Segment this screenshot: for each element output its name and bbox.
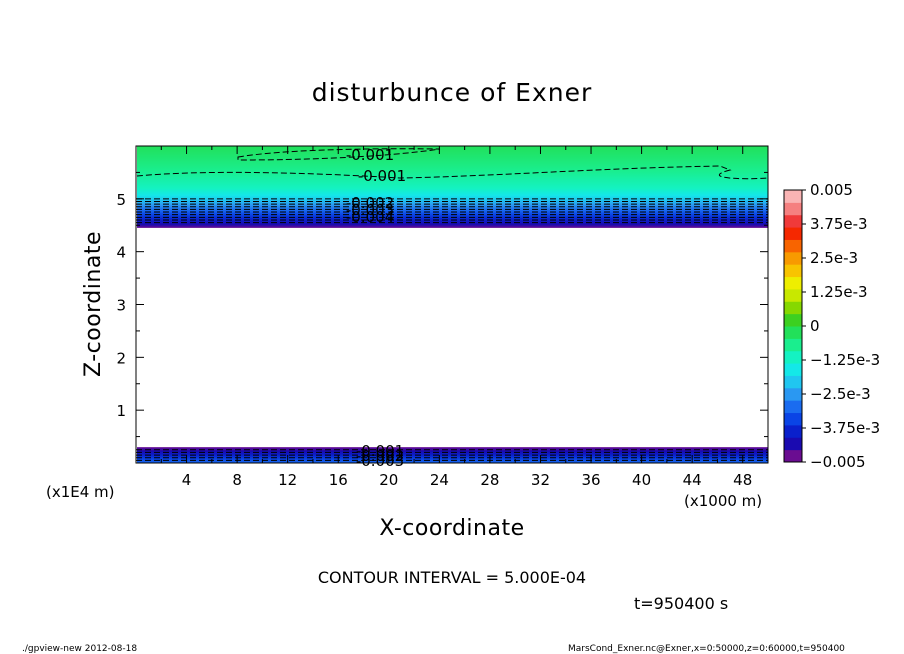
contour-label-bottom-1: -0.002 <box>356 447 404 465</box>
colorbar: 0.005 3.75e-3 2.5e-3 1.25e-3 0 −1.25e-3 −2.5e-… <box>783 181 880 471</box>
colorbar-tick-label: 1.25e-3 <box>810 283 868 301</box>
colorbar-segment <box>784 437 802 451</box>
x-tick-label: 48 <box>733 471 752 489</box>
contour-interval-label: CONTOUR INTERVAL = 5.000E-04 <box>318 568 586 587</box>
contour-label-top-3: -0.003 <box>346 201 394 219</box>
colorbar-segment <box>784 412 802 426</box>
contour-label-bottom-0: -0.001 <box>356 442 404 460</box>
y-ticks: 1 2 3 4 5 <box>116 145 768 464</box>
colorbar-segment <box>784 424 802 438</box>
x-ticks: 4 8 12 16 20 24 28 32 36 40 44 48 <box>135 146 769 489</box>
contour-label-top-2: -0.002 <box>346 194 394 212</box>
colorbar-segment <box>784 251 802 265</box>
colorbar-segment <box>784 202 802 216</box>
colorbar-segment <box>784 350 802 364</box>
contour-line-top-closed <box>237 148 441 161</box>
x-tick-label: 8 <box>232 471 242 489</box>
footer-left: ./gpview-new 2012-08-18 <box>22 644 137 654</box>
contour-label-bottom-2: -0.003 <box>356 452 404 470</box>
x-unit-label: (x1000 m) <box>684 492 762 510</box>
y-unit-label: (x1E4 m) <box>46 483 115 501</box>
top-filled-band <box>137 146 768 228</box>
contour-label-top-1: -0.001 <box>358 167 406 185</box>
footer-right: MarsCond_Exner.nc@Exner,x=0:50000,z=0:60… <box>568 644 845 654</box>
colorbar-segment <box>784 387 802 401</box>
colorbar-tick-label: 0 <box>810 317 820 335</box>
contour-lines <box>136 148 769 461</box>
colorbar-segment <box>784 338 802 352</box>
contour-label-top-4: -0.004 <box>346 208 394 226</box>
colorbar-segment <box>784 214 802 228</box>
colorbar-segment <box>784 449 802 463</box>
chart-title: disturbunce of Exner <box>312 78 593 107</box>
y-axis-label: Z-coordinate <box>81 231 106 377</box>
colorbar-segment <box>784 239 802 253</box>
colorbar-segment <box>784 301 802 315</box>
colorbar-segment <box>784 264 802 278</box>
colorbar-tick-label: −2.5e-3 <box>810 385 871 403</box>
y-tick-label: 1 <box>116 402 126 420</box>
colorbar-tick-label: 2.5e-3 <box>810 249 858 267</box>
contour-labels: -0.001-0.001-0.002-0.003-0.004-0.001-0.0… <box>346 146 406 470</box>
y-tick-label: 4 <box>116 244 126 262</box>
x-tick-label: 36 <box>581 471 600 489</box>
x-tick-label: 24 <box>430 471 449 489</box>
x-axis-label: X-coordinate <box>379 516 524 541</box>
contour-label-top-0: -0.001 <box>346 146 394 164</box>
colorbar-segment <box>784 313 802 327</box>
colorbar-segment <box>784 227 802 240</box>
colorbar-tick-label: 3.75e-3 <box>810 215 868 233</box>
y-tick-label: 3 <box>116 297 126 315</box>
time-label: t=950400 s <box>634 594 728 613</box>
y-tick-label: 5 <box>116 191 126 209</box>
colorbar-segment <box>784 276 802 290</box>
x-tick-label: 4 <box>182 471 192 489</box>
colorbar-segment <box>784 375 802 389</box>
colorbar-segment <box>784 363 802 376</box>
colorbar-segment <box>784 288 802 302</box>
colorbar-segment <box>784 326 802 339</box>
x-tick-label: 32 <box>531 471 550 489</box>
x-tick-label: 40 <box>632 471 651 489</box>
x-tick-label: 28 <box>480 471 499 489</box>
x-tick-label: 20 <box>379 471 398 489</box>
x-tick-label: 44 <box>683 471 702 489</box>
colorbar-tick-label: −3.75e-3 <box>810 419 880 437</box>
x-tick-label: 16 <box>329 471 348 489</box>
y-tick-label: 2 <box>116 349 126 367</box>
colorbar-segment <box>784 400 802 414</box>
x-tick-label: 12 <box>278 471 297 489</box>
contour-line-minus-0.001 <box>136 165 769 180</box>
colorbar-segment <box>784 190 802 203</box>
colorbar-tick-label: 0.005 <box>810 181 853 199</box>
colorbar-tick-label: −1.25e-3 <box>810 351 880 369</box>
colorbar-tick-label: −0.005 <box>810 453 866 471</box>
